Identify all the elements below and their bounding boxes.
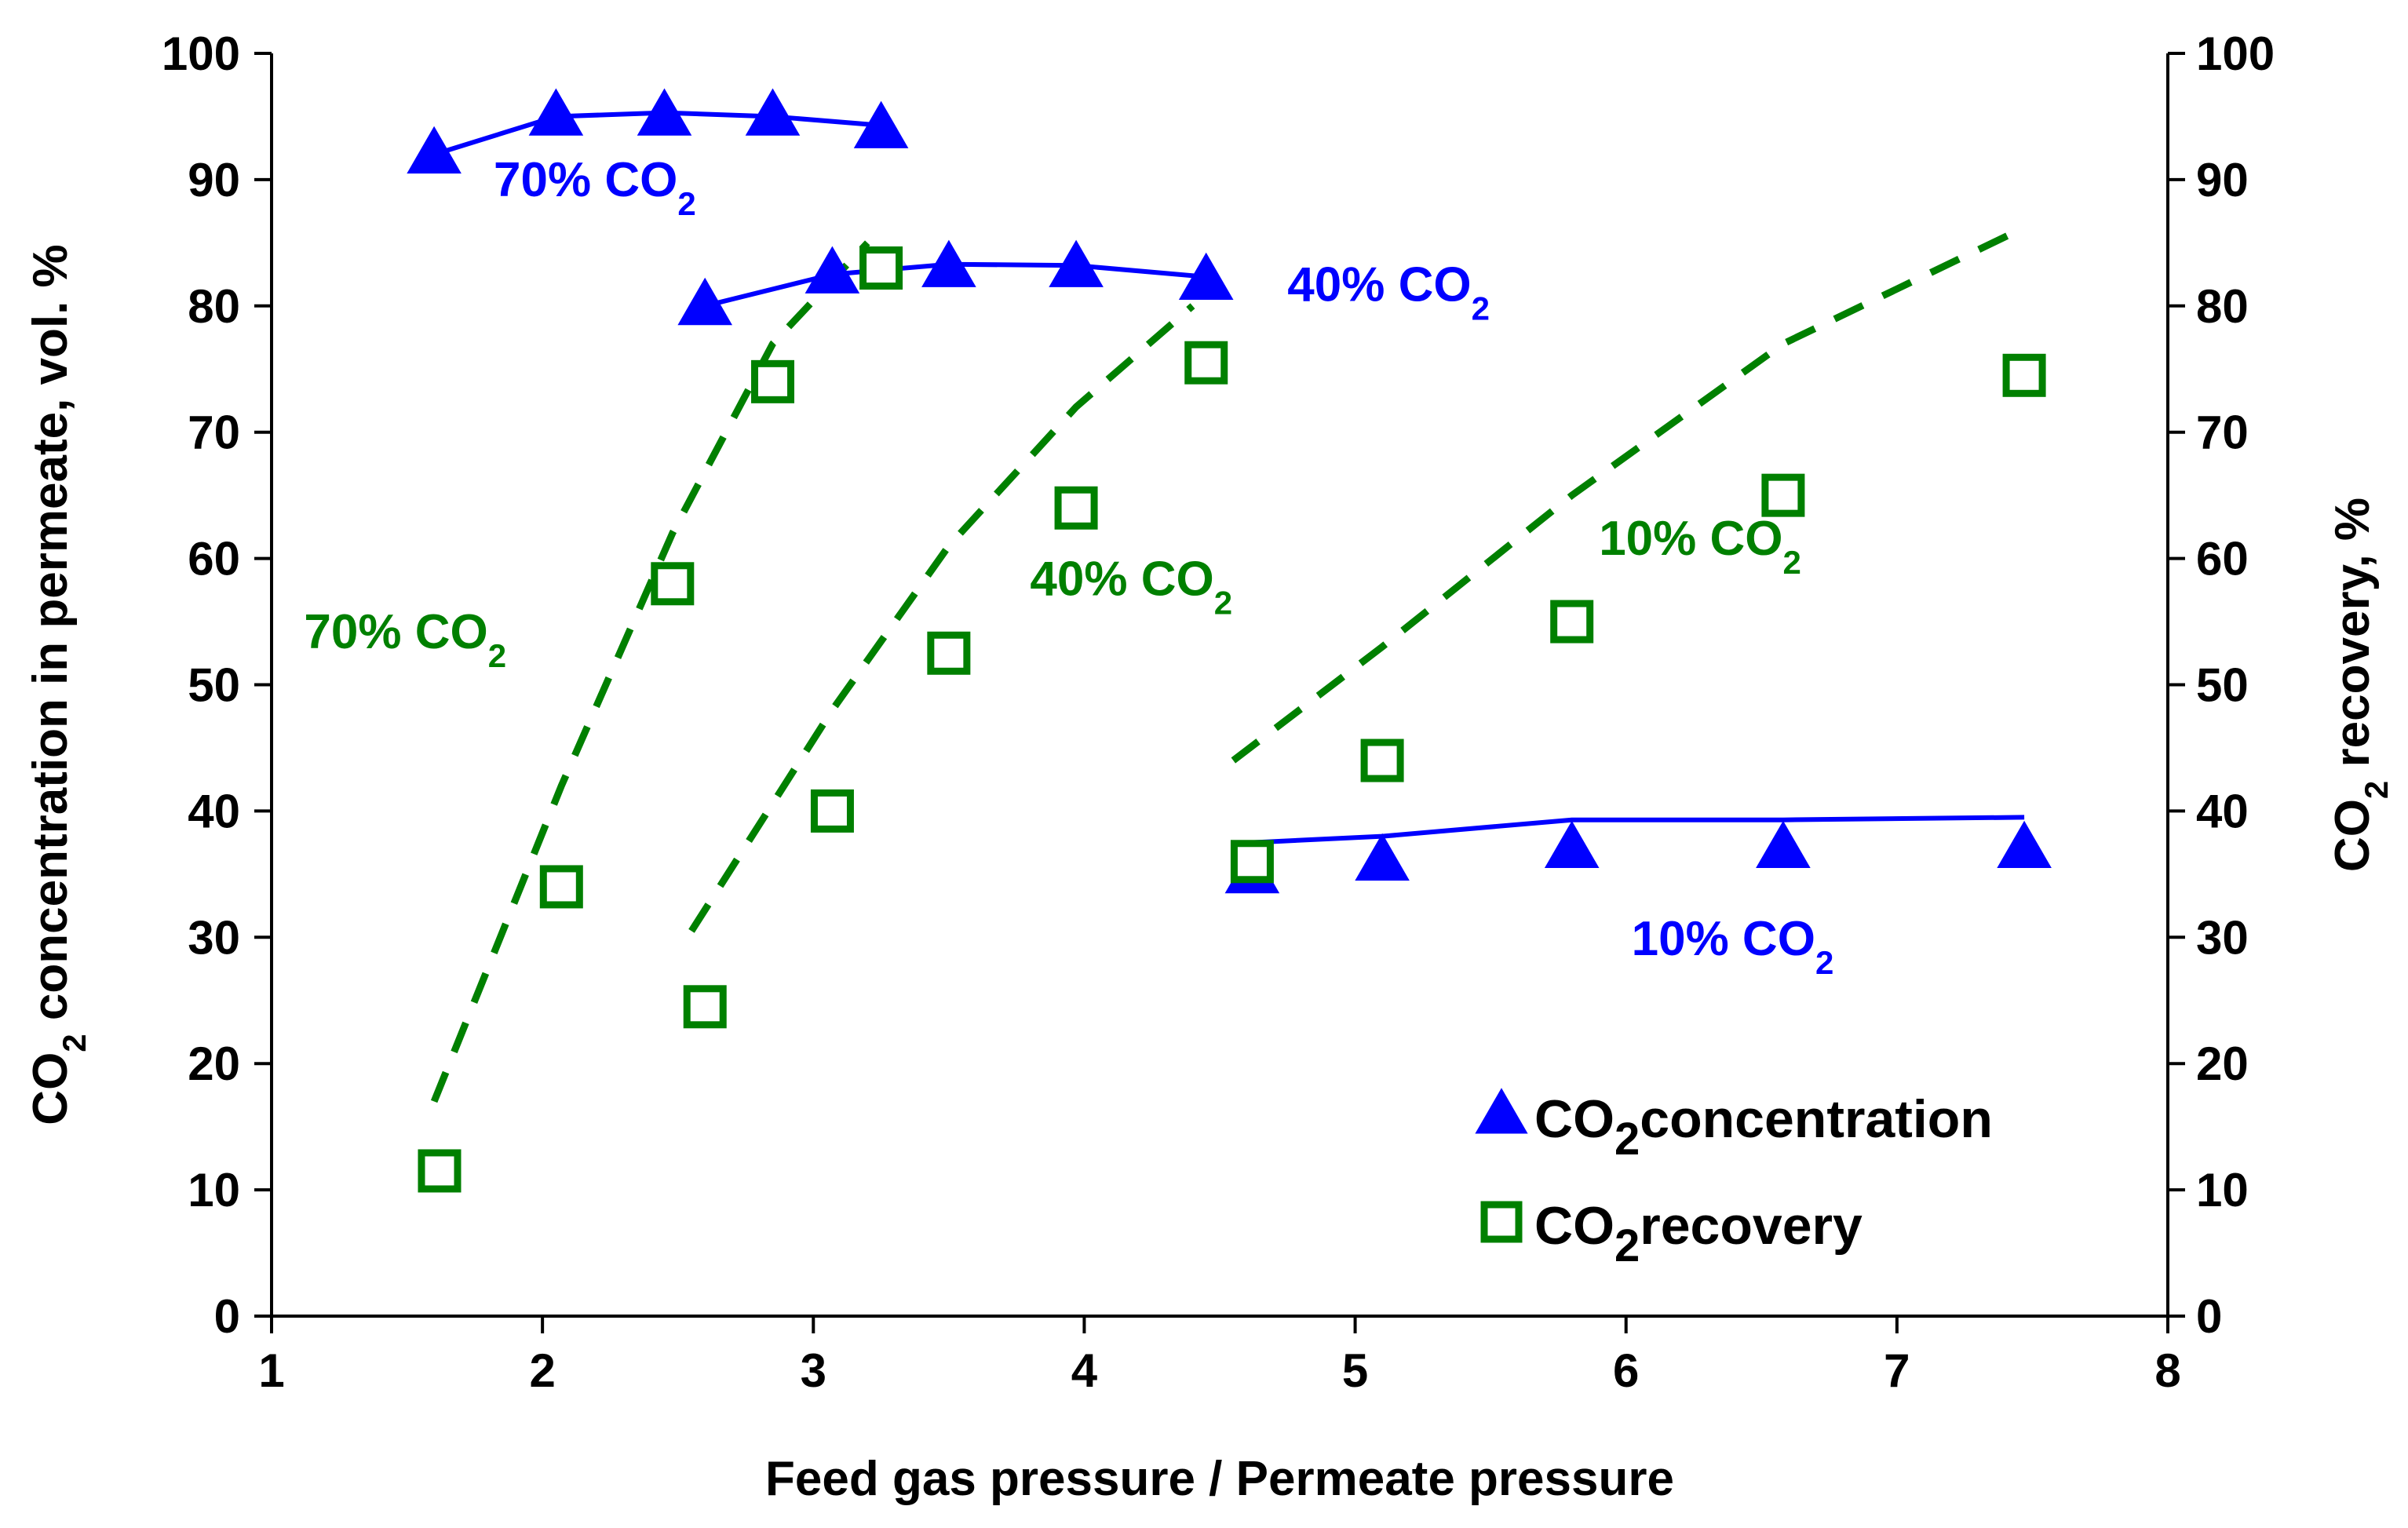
- recovery-point: [651, 562, 695, 606]
- recovery-point: [859, 246, 903, 290]
- y-left-tick-label: 60: [188, 533, 240, 585]
- y-left-axis-title: CO2 concentration in permeate, vol. %: [24, 244, 93, 1125]
- y-right-tick-label: 20: [2196, 1038, 2249, 1090]
- recovery-point: [1360, 738, 1404, 782]
- recovery-point: [1184, 341, 1228, 385]
- series-annotation: 70% CO2: [494, 153, 696, 222]
- x-tick-label: 7: [1884, 1344, 1910, 1397]
- x-tick-label: 8: [2154, 1344, 2180, 1397]
- y-left-tick-label: 70: [188, 407, 240, 459]
- data-markers: [407, 88, 2052, 1193]
- recovery-model-line: [688, 303, 1195, 933]
- series-annotation: 10% CO2: [1599, 512, 1801, 581]
- y-right-tick-label: 50: [2196, 659, 2249, 712]
- recovery-point: [1054, 486, 1098, 530]
- series-annotation: 40% CO2: [1287, 257, 1490, 326]
- recovery-model-line: [1231, 227, 2021, 764]
- recovery-point: [418, 1149, 462, 1193]
- y-left-tick-label: 80: [188, 280, 240, 333]
- y-right-tick-label: 90: [2196, 154, 2249, 206]
- concentration-point: [745, 88, 801, 136]
- y-left-tick-label: 100: [162, 27, 240, 80]
- y-left-tick-label: 30: [188, 911, 240, 964]
- y-left-tick-label: 20: [188, 1038, 240, 1090]
- recovery-point: [1550, 600, 1594, 644]
- recovery-point: [539, 865, 583, 909]
- concentration-point: [1049, 239, 1104, 287]
- concentration-point: [1544, 820, 1600, 868]
- series-annotations: 70% CO2 40% CO2 10% CO2 70% CO2 40% CO2 10% C…: [304, 153, 1833, 981]
- recovery-point: [1761, 473, 1805, 517]
- concentration-point: [407, 126, 462, 174]
- legend-label: CO2concentration: [1534, 1089, 1993, 1165]
- y-left-tick-label: 90: [188, 154, 240, 206]
- concentration-point: [1997, 820, 2052, 868]
- recovery-point: [683, 985, 727, 1029]
- axes: 1 2 3 4 5 6 7 801020304050607080901000102030405…: [24, 27, 2395, 1506]
- legend-label: CO2recovery: [1534, 1196, 1863, 1271]
- y-right-tick-label: 80: [2196, 280, 2249, 333]
- series-annotation: 40% CO2: [1030, 552, 1232, 621]
- recovery-point: [2002, 353, 2046, 397]
- y-right-axis-title: CO2 recovery, %: [2326, 498, 2395, 872]
- x-tick-label: 4: [1071, 1344, 1098, 1397]
- concentration-point: [921, 239, 976, 287]
- y-right-tick-label: 70: [2196, 407, 2249, 459]
- concentration-point: [1756, 820, 1811, 868]
- y-right-tick-label: 0: [2196, 1290, 2222, 1343]
- concentration-point: [637, 88, 692, 136]
- y-right-tick-label: 10: [2196, 1164, 2249, 1216]
- y-right-tick-label: 100: [2196, 27, 2275, 80]
- y-left-tick-label: 40: [188, 785, 240, 837]
- recovery-model-line: [430, 240, 870, 1103]
- concentration-point: [677, 277, 732, 326]
- legend-triangle-marker: [1475, 1088, 1528, 1134]
- series-annotation: 70% CO2: [304, 605, 506, 674]
- y-right-tick-label: 60: [2196, 533, 2249, 585]
- recovery-point: [751, 359, 795, 403]
- y-right-tick-label: 30: [2196, 911, 2249, 964]
- concentration-point: [853, 100, 909, 148]
- y-right-tick-label: 40: [2196, 785, 2249, 837]
- concentration-point: [1355, 833, 1410, 881]
- x-tick-label: 6: [1613, 1344, 1639, 1397]
- x-axis-title: Feed gas pressure / Permeate pressure: [765, 1452, 1674, 1506]
- x-tick-label: 2: [529, 1344, 555, 1397]
- x-tick-label: 1: [258, 1344, 284, 1397]
- x-tick-label: 3: [801, 1344, 826, 1397]
- concentration-point: [804, 246, 860, 294]
- legend: CO2concentration CO2recovery: [1475, 1088, 1993, 1271]
- legend-square-marker: [1480, 1201, 1523, 1243]
- concentration-point: [528, 88, 584, 136]
- recovery-point: [810, 789, 854, 833]
- series-annotation: 10% CO2: [1632, 912, 1834, 981]
- y-left-tick-label: 0: [214, 1290, 240, 1343]
- recovery-point: [1230, 840, 1274, 884]
- concentration-model-line: [1252, 815, 2025, 845]
- x-tick-label: 5: [1342, 1344, 1368, 1397]
- concentration-point: [1178, 252, 1234, 300]
- recovery-point: [927, 631, 971, 675]
- y-left-tick-label: 50: [188, 659, 240, 712]
- y-left-tick-label: 10: [188, 1164, 240, 1216]
